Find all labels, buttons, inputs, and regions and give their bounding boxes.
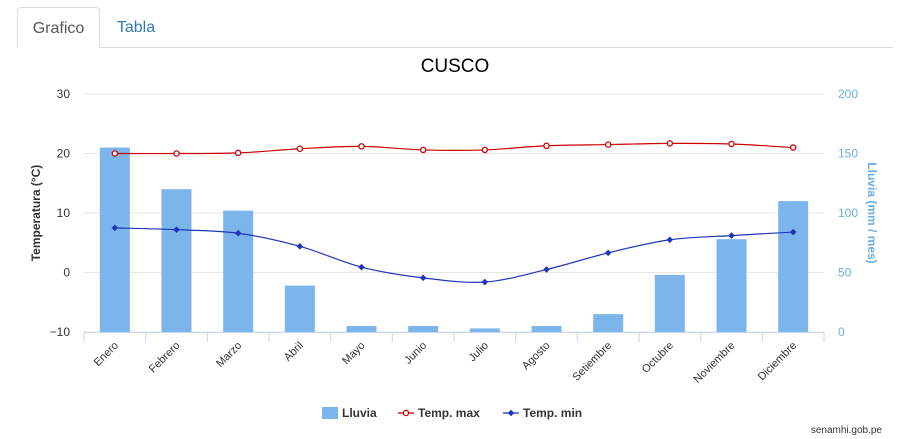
x-tick-label: Febrero xyxy=(147,340,183,376)
tab-tabla[interactable]: Tabla xyxy=(116,19,156,36)
y-left-tick-label: 20 xyxy=(57,147,71,161)
temp-min-point xyxy=(481,278,489,286)
temp-max-point xyxy=(666,140,674,147)
y-right-tick-label: 150 xyxy=(838,147,858,161)
y-left-tick-label: −10 xyxy=(50,325,71,339)
grid xyxy=(84,93,824,333)
temp-min-point xyxy=(666,236,674,244)
tab-bar: Grafico Tabla xyxy=(0,0,900,48)
legend-temp-max-symbol xyxy=(402,409,410,417)
x-tick-label: Abril xyxy=(282,340,306,364)
line-temp-min xyxy=(114,227,794,283)
lluvia-bar xyxy=(223,210,254,332)
legend-lluvia-symbol xyxy=(322,407,338,419)
y-right-tick-label: 200 xyxy=(838,87,858,101)
x-tick-label: Julio xyxy=(466,340,490,364)
temp-max-point xyxy=(111,150,119,157)
x-tick-label: Agosto xyxy=(520,340,553,373)
climate-chart: CUSCO −10 0 10 20 30 0 50 100 150 200 Enero Febrero… xyxy=(29,56,883,436)
legend-lluvia-label: Lluvia xyxy=(342,406,377,420)
temp-max-point xyxy=(296,145,304,152)
y-right-tick-label: 50 xyxy=(838,266,852,280)
temp-min-point xyxy=(789,228,797,236)
temp-max-point xyxy=(543,142,550,150)
tab-grafico[interactable]: Grafico xyxy=(17,7,100,48)
y-left-tick-label: 10 xyxy=(57,206,71,220)
lluvia-bar xyxy=(408,326,439,332)
x-tick-label: Octubre xyxy=(640,340,676,376)
tab-divider xyxy=(17,47,893,48)
lluvia-bar xyxy=(654,274,685,332)
legend: Lluvia Temp. max Temp. min xyxy=(322,406,582,420)
temp-min-point xyxy=(358,263,365,271)
credits[interactable]: senamhi.gob.pe xyxy=(811,425,883,436)
line-temp-max xyxy=(114,142,794,155)
x-tick-label: Mayo xyxy=(340,340,368,368)
y-axis-left-title: Temperatura (°C) xyxy=(29,165,43,262)
lluvia-bar xyxy=(161,189,192,332)
legend-temp-min-label: Temp. min xyxy=(523,406,582,420)
temp-max-point xyxy=(481,146,489,154)
y-axis-right-title: Lluvia (mm / mes) xyxy=(865,162,879,263)
lluvia-bar xyxy=(99,147,130,332)
chart-title: CUSCO xyxy=(421,56,490,77)
temp-max-point xyxy=(173,150,180,157)
x-tick-label: Enero xyxy=(92,340,121,369)
lluvia-bar xyxy=(531,326,562,332)
temperature-lines xyxy=(111,140,797,286)
temp-min-point xyxy=(728,232,735,239)
y-right-tick-label: 100 xyxy=(838,206,858,220)
lluvia-bar xyxy=(716,239,747,332)
lluvia-bar xyxy=(284,285,315,332)
temp-min-point xyxy=(234,229,242,237)
temp-min-point xyxy=(111,224,119,232)
temp-max-point xyxy=(358,143,365,150)
temp-min-point xyxy=(296,243,304,250)
lluvia-bars xyxy=(99,147,809,332)
lluvia-bar xyxy=(346,326,377,332)
temp-max-point xyxy=(728,140,735,148)
legend-temp-max-label: Temp. max xyxy=(418,406,480,420)
temp-max-point xyxy=(419,146,427,154)
x-tick-label: Diciembre xyxy=(756,340,799,383)
y-right-tick-label: 0 xyxy=(838,325,845,339)
temp-max-point xyxy=(234,149,242,157)
lluvia-bar xyxy=(778,201,809,332)
temp-min-point xyxy=(543,266,550,273)
legend-temp-min-symbol xyxy=(507,409,515,417)
lluvia-bar xyxy=(593,314,624,332)
temp-min-point xyxy=(419,274,427,282)
lluvia-bar xyxy=(469,328,500,332)
temp-min-point xyxy=(604,249,612,257)
temp-max-point xyxy=(604,141,612,148)
x-tick-label: Noviembre xyxy=(692,340,738,386)
x-tick-label: Junio xyxy=(402,340,429,367)
temp-min-point xyxy=(173,226,180,233)
y-left-tick-label: 0 xyxy=(63,266,70,280)
x-tick-label: Marzo xyxy=(214,340,244,370)
x-tick-label: Setiembre xyxy=(570,340,614,384)
y-left-tick-label: 30 xyxy=(57,87,71,101)
temp-max-point xyxy=(789,144,797,151)
